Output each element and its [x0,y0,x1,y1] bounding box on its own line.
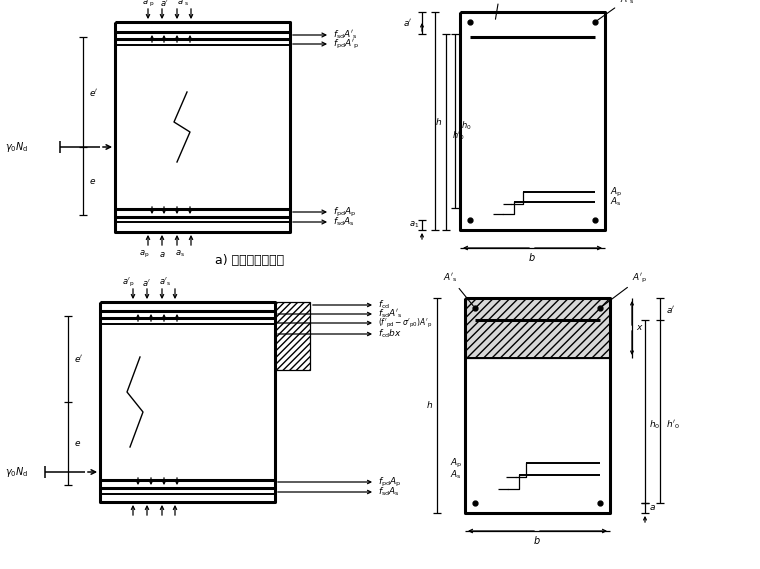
Text: $a_\mathrm{p}$: $a_\mathrm{p}$ [139,249,149,259]
Text: $h'_0$: $h'_0$ [452,130,465,142]
Text: $e$: $e$ [89,176,97,185]
Text: a) 小偏心受拉构件: a) 小偏心受拉构件 [215,254,284,266]
Text: $b$: $b$ [528,251,536,263]
Text: $f_\mathrm{sd}A'_\mathrm{s}$: $f_\mathrm{sd}A'_\mathrm{s}$ [333,29,358,41]
Text: $h$: $h$ [435,116,442,126]
Text: $a_\mathrm{s}$: $a_\mathrm{s}$ [175,249,185,259]
Text: $h$: $h$ [426,399,433,410]
Text: $a'$: $a'$ [160,0,169,7]
Text: $b$: $b$ [534,534,541,546]
Text: $f_\mathrm{sd}A_\mathrm{s}$: $f_\mathrm{sd}A_\mathrm{s}$ [333,216,355,228]
Text: $f_\mathrm{pd}A'_\mathrm{p}$: $f_\mathrm{pd}A'_\mathrm{p}$ [333,38,359,51]
Text: $A'_\mathrm{p}$: $A'_\mathrm{p}$ [492,0,508,19]
Text: $h_0$: $h_0$ [649,419,660,431]
Text: $f_\mathrm{cd}$: $f_\mathrm{cd}$ [378,299,390,311]
Text: $a_1$: $a_1$ [409,220,419,230]
Text: $h'_0$: $h'_0$ [666,419,680,431]
Text: $a'_\mathrm{p}$: $a'_\mathrm{p}$ [141,0,154,9]
Polygon shape [465,298,610,358]
Text: $A_\mathrm{s}$: $A_\mathrm{s}$ [610,196,622,208]
Text: $e$: $e$ [74,439,81,447]
Text: $a'$: $a'$ [404,17,413,27]
Text: $A_\mathrm{s}$: $A_\mathrm{s}$ [451,469,462,481]
Text: $a'$: $a'$ [666,303,676,315]
Text: $A_\mathrm{p}$: $A_\mathrm{p}$ [450,456,462,469]
Text: $a'$: $a'$ [142,277,151,287]
Text: $a$: $a$ [649,504,656,513]
Text: $A_\mathrm{p}$: $A_\mathrm{p}$ [610,185,622,199]
Text: $f_\mathrm{sd}A'_\mathrm{s}$: $f_\mathrm{sd}A'_\mathrm{s}$ [378,308,403,320]
Text: $\gamma_0 N_\mathrm{d}$: $\gamma_0 N_\mathrm{d}$ [5,465,28,479]
Text: $a'_\mathrm{s}$: $a'_\mathrm{s}$ [159,276,171,288]
Text: $A'_\mathrm{s}$: $A'_\mathrm{s}$ [443,271,473,306]
Text: $a'_\mathrm{s}$: $a'_\mathrm{s}$ [177,0,189,8]
Text: $e'$: $e'$ [74,353,84,365]
Text: $a$: $a$ [159,249,165,258]
Text: $f_\mathrm{pd}A_\mathrm{p}$: $f_\mathrm{pd}A_\mathrm{p}$ [333,205,356,218]
Text: $e'$: $e'$ [89,86,99,97]
Text: $f_\mathrm{sd}A_\mathrm{s}$: $f_\mathrm{sd}A_\mathrm{s}$ [378,486,400,498]
Text: $\gamma_0 N_\mathrm{d}$: $\gamma_0 N_\mathrm{d}$ [5,140,28,154]
Text: $A'_\mathrm{s}$: $A'_\mathrm{s}$ [597,0,634,20]
Text: $x$: $x$ [636,324,644,332]
Text: $(f'_\mathrm{pd}-\sigma'_\mathrm{p0})A'_\mathrm{p}$: $(f'_\mathrm{pd}-\sigma'_\mathrm{p0})A'_… [378,316,432,329]
Text: $h_0$: $h_0$ [461,119,472,132]
Text: $f_\mathrm{cd}bx$: $f_\mathrm{cd}bx$ [378,328,402,340]
Text: $f_\mathrm{pd}A_\mathrm{p}$: $f_\mathrm{pd}A_\mathrm{p}$ [378,476,401,489]
Text: $a'_\mathrm{p}$: $a'_\mathrm{p}$ [122,275,135,288]
Text: $A'_\mathrm{p}$: $A'_\mathrm{p}$ [602,271,648,306]
